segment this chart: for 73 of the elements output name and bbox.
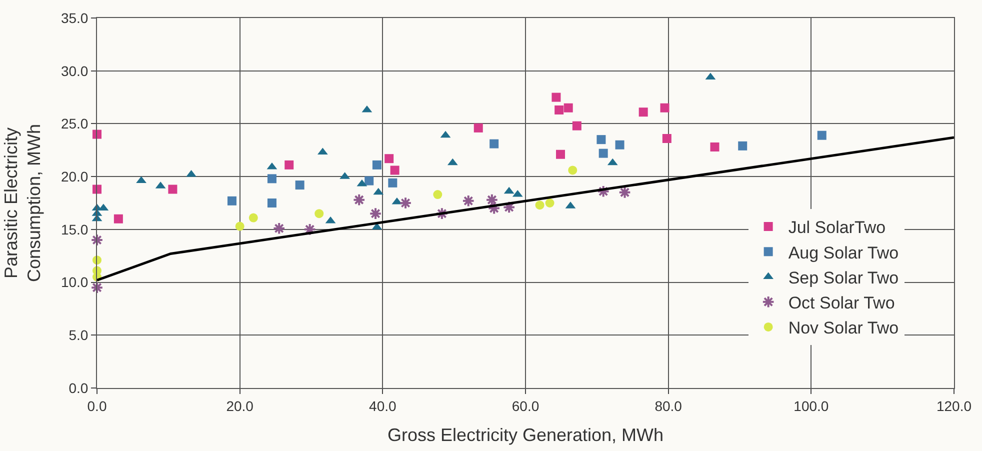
point: [384, 154, 394, 164]
x-axis-title: Gross Electricity Generation, MWh: [387, 424, 664, 445]
point: [817, 130, 826, 140]
legend-label: Jul SolarTwo: [788, 218, 886, 238]
x-tick-label: 20.0: [226, 398, 254, 414]
point: [390, 166, 400, 175]
x-tick-label: 60.0: [512, 398, 540, 414]
point: [388, 178, 398, 188]
point: [710, 142, 720, 152]
point: [662, 134, 672, 144]
point: [564, 103, 573, 112]
point: [486, 193, 498, 206]
point: [502, 200, 516, 214]
point: [314, 209, 324, 218]
point: [554, 105, 564, 114]
point: [369, 207, 382, 220]
point: [235, 222, 244, 231]
point: [399, 196, 412, 210]
x-tick-label: 40.0: [369, 398, 397, 414]
x-tick-label: 100.0: [794, 398, 829, 414]
point: [433, 190, 442, 200]
y-tick-label: 35.0: [60, 10, 88, 26]
x-tick-label: 0.0: [87, 398, 107, 414]
point: [227, 196, 236, 206]
point: [267, 174, 276, 184]
legend-label: Aug Solar Two: [788, 243, 899, 262]
y-tick-label: 10.0: [60, 274, 88, 290]
point: [462, 194, 475, 208]
point: [372, 160, 382, 170]
point: [660, 103, 670, 112]
point: [114, 214, 123, 224]
point: [186, 170, 196, 177]
point: [295, 180, 304, 190]
point: [364, 176, 374, 186]
point: [168, 184, 178, 194]
y-tick-label: 25.0: [60, 116, 88, 132]
y-axis-title: Parasitic Electricity Consumption, MWh: [0, 124, 44, 282]
y-tick-label: 20.0: [60, 168, 88, 184]
point: [596, 184, 610, 198]
point: [615, 140, 624, 150]
y-tick-label: 5.0: [68, 327, 88, 344]
x-tick-label: 80.0: [654, 398, 682, 414]
point: [490, 139, 499, 148]
y-tick-label: 0.0: [68, 380, 88, 396]
point: [545, 198, 554, 208]
legend-label: Oct Solar Two: [788, 293, 895, 312]
point: [303, 223, 316, 236]
point: [568, 166, 578, 175]
y-tick-label: 30.0: [60, 62, 88, 79]
point: [284, 160, 294, 170]
point: [556, 150, 565, 159]
point: [596, 135, 606, 144]
point: [248, 213, 258, 222]
point: [352, 193, 366, 206]
point: [738, 141, 748, 150]
point: [436, 207, 448, 220]
point: [535, 200, 544, 210]
point: [136, 176, 146, 184]
point: [638, 108, 648, 117]
y-tick-label: 15.0: [60, 221, 88, 238]
point: [474, 123, 483, 132]
point: [272, 222, 286, 235]
point: [267, 198, 276, 208]
point: [90, 281, 104, 294]
point: [618, 186, 632, 199]
x-tick-label: 120.0: [936, 398, 972, 414]
point: [90, 234, 104, 246]
point: [572, 121, 582, 130]
legend-label: Sep Solar Two: [788, 268, 899, 288]
point: [552, 92, 561, 102]
legend-label: Nov Solar Two: [788, 318, 899, 338]
point: [488, 202, 500, 215]
point: [598, 148, 608, 158]
